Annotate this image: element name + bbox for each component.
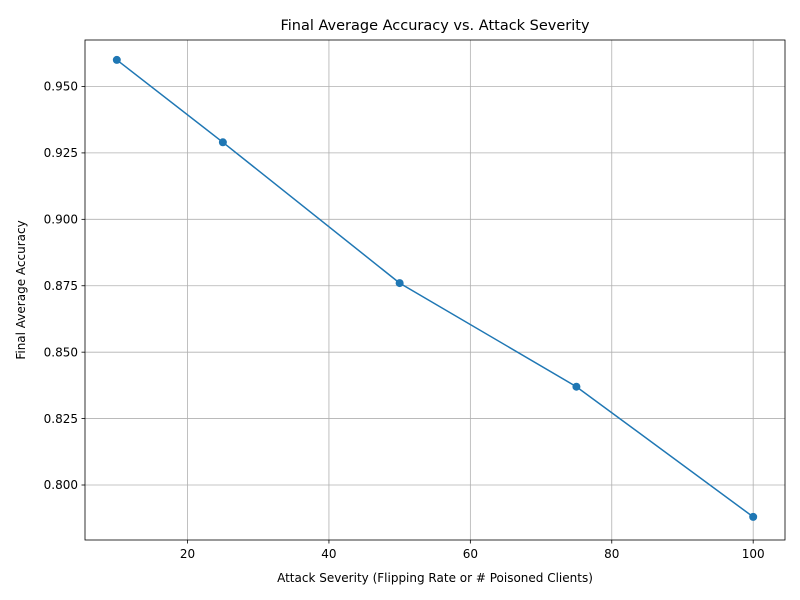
y-tick-label: 0.875: [44, 279, 78, 293]
y-tick-label: 0.800: [44, 478, 78, 492]
series-layer: [112, 55, 758, 521]
data-point: [112, 55, 121, 64]
grid-lines: [85, 40, 785, 540]
x-axis-ticks: 20 40 60 80 100: [180, 540, 765, 561]
y-tick-label: 0.900: [44, 213, 78, 227]
data-point: [395, 279, 404, 288]
x-tick-label: 60: [463, 547, 478, 561]
y-axis-label: Final Average Accuracy: [14, 220, 28, 359]
chart-title: Final Average Accuracy vs. Attack Severi…: [280, 18, 590, 34]
x-tick-label: 20: [180, 547, 195, 561]
y-axis-ticks: 0.800 0.825 0.850 0.875 0.900 0.925 0.950: [44, 80, 85, 492]
y-tick-label: 0.850: [44, 345, 78, 359]
x-tick-label: 80: [604, 547, 619, 561]
data-point: [749, 512, 758, 521]
x-tick-label: 100: [742, 547, 765, 561]
series-line: [116, 59, 754, 518]
data-point: [572, 382, 581, 391]
plot-frame: [84, 39, 786, 541]
x-axis-label: Attack Severity (Flipping Rate or # Pois…: [277, 571, 593, 585]
y-tick-label: 0.950: [44, 80, 78, 94]
y-tick-label: 0.825: [44, 412, 78, 426]
y-tick-label: 0.925: [44, 146, 78, 160]
x-tick-label: 40: [321, 547, 336, 561]
data-point: [218, 138, 227, 147]
